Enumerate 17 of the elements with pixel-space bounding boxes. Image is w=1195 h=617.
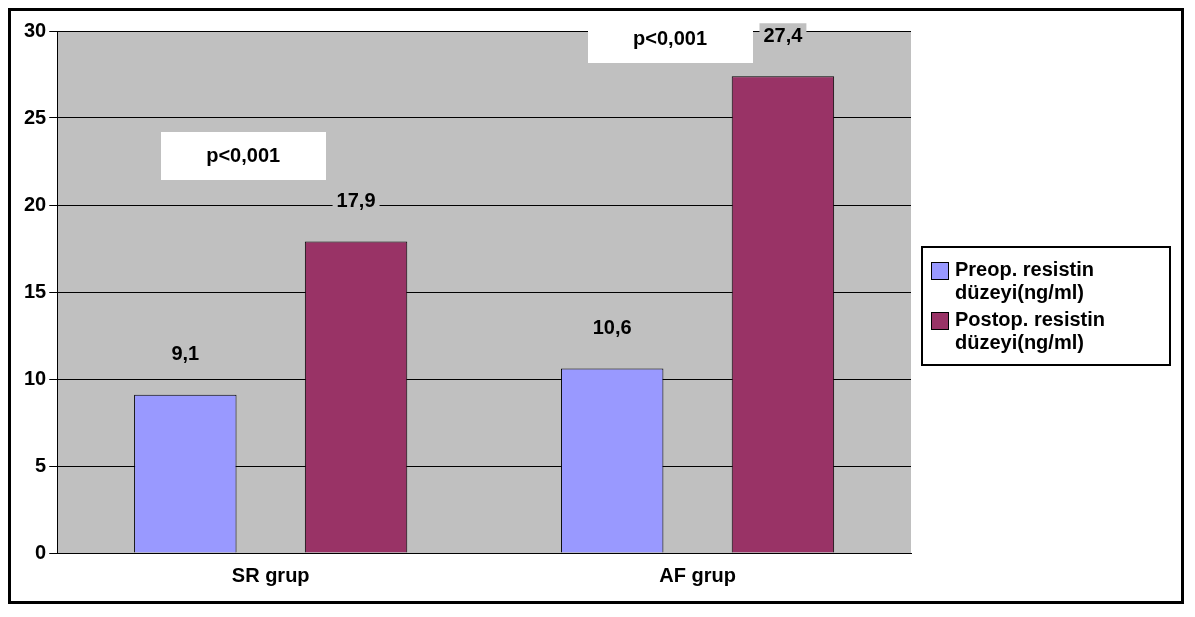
data-label: 27,4 bbox=[763, 23, 804, 46]
x-tick-label: SR grup bbox=[231, 563, 310, 586]
y-tick-label: 15 bbox=[24, 279, 47, 302]
y-tick-label: 0 bbox=[35, 540, 47, 563]
y-tick-label: 10 bbox=[24, 366, 47, 389]
annotation: p<0,001 bbox=[205, 143, 282, 167]
y-tick-label: 30 bbox=[24, 18, 47, 41]
legend-label: Postop. resistin düzeyi(ng/ml) bbox=[955, 308, 1107, 354]
legend-label: Preop. resistin düzeyi(ng/ml) bbox=[955, 258, 1095, 304]
annotation: p<0,001 bbox=[632, 27, 708, 50]
x-tick-label: AF grup bbox=[659, 563, 736, 586]
y-tick-label: 25 bbox=[24, 105, 47, 128]
data-label: 9,1 bbox=[171, 342, 200, 365]
data-label: 10,6 bbox=[592, 316, 632, 339]
data-label: 17,9 bbox=[336, 189, 376, 212]
y-tick-label: 5 bbox=[35, 453, 47, 476]
y-tick-label: 20 bbox=[24, 192, 47, 215]
